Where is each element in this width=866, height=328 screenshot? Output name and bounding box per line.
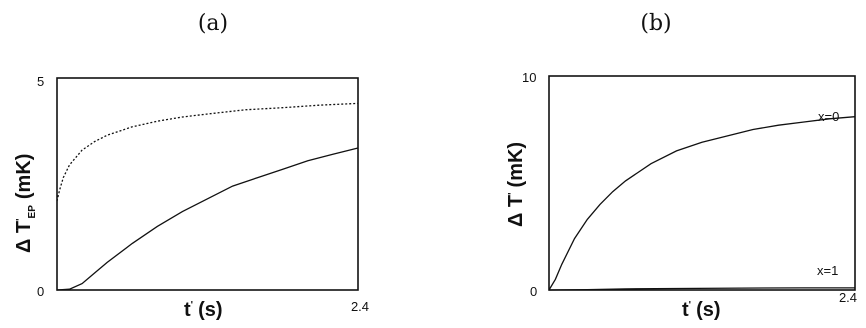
panel-a-series-group <box>56 102 359 291</box>
panel-a-label: (a) <box>198 11 228 36</box>
panel-b-x-axis-label: t' (s) <box>682 299 721 321</box>
panel-a-xtick-max: 2.4 <box>351 299 369 314</box>
panel-b-plot-frame <box>548 75 856 291</box>
panel-b-ytick-top: 10 <box>522 70 536 85</box>
panel-a-ytick-top: 5 <box>37 74 44 89</box>
panel-b-y-axis-label: Δ T' (mK) <box>505 142 527 227</box>
panel-a-xlabel-main: t <box>184 299 191 321</box>
panel-b-xlabel-unit: (s) <box>696 299 720 321</box>
panel-a-ylabel-prime: ' <box>15 218 26 220</box>
panel-a-ylabel-sub: EP <box>27 205 38 219</box>
panel-b-xlabel-prime: ' <box>689 300 691 311</box>
panel-a: (a) 5 0 2.4 Δ T'EP(mK) t' (s) <box>13 11 369 321</box>
panel-b-xtick-max: 2.4 <box>839 290 857 305</box>
panel-b: (b) 10 0 2.4 Δ T'(mK) t' (s) x=0 x=1 <box>505 11 857 321</box>
panel-a-xlabel-unit: (s) <box>198 299 222 321</box>
panel-a-xlabel-prime: ' <box>191 300 193 311</box>
panel-a-ytick-bottom: 0 <box>37 284 44 299</box>
panel-a-ylabel-unit: (mK) <box>13 154 35 200</box>
panel-b-ylabel-main: Δ T <box>505 195 527 227</box>
panel-b-xlabel-main: t <box>682 299 689 321</box>
panel-a-ylabel-main: Δ T <box>13 221 35 253</box>
panel-a-series-0-line <box>56 102 359 202</box>
panel-a-y-axis-label: Δ T'EP (mK) <box>13 154 38 253</box>
panel-a-plot-frame <box>56 77 359 291</box>
panel-a-series-1-line <box>56 147 359 291</box>
panel-b-series-1-line <box>548 287 855 291</box>
panel-b-ylabel-prime: ' <box>507 192 518 194</box>
panel-a-x-axis-label: t' (s) <box>184 299 223 321</box>
panel-b-ytick-bottom: 0 <box>530 284 537 299</box>
panel-b-series-label-x0: x=0 <box>818 109 839 124</box>
panel-b-ylabel-unit: (mK) <box>505 142 527 188</box>
panel-b-series-group <box>548 116 856 291</box>
panel-b-series-label-x1: x=1 <box>817 263 838 278</box>
panel-b-series-0-line <box>548 116 856 291</box>
panel-b-label: (b) <box>640 11 671 36</box>
